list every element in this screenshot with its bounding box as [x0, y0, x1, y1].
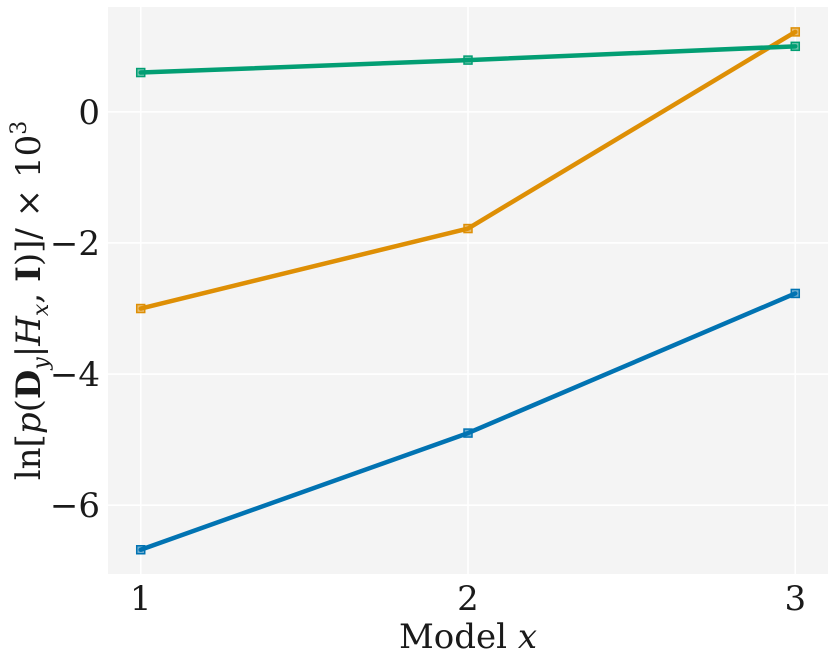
y-axis-label: ln[p(Dy|Hx, I)]/ × 103 — [7, 121, 54, 480]
y-tick-label: −2 — [50, 224, 100, 264]
x-axis-label-var: x — [518, 617, 537, 657]
series-1 — [135, 288, 801, 555]
data-point-marker — [463, 223, 473, 234]
data-point-marker — [790, 41, 801, 52]
data-point-marker — [463, 55, 473, 65]
y-tick-label: −6 — [50, 486, 100, 526]
data-point-marker — [463, 428, 473, 438]
x-tick-label: 2 — [457, 579, 479, 619]
y-tick-label: 0 — [78, 93, 100, 133]
data-point-marker — [790, 288, 801, 299]
x-axis-label: Model x — [399, 617, 537, 657]
x-axis-ticks: 1 2 3 — [130, 579, 806, 619]
data-point-marker — [790, 27, 801, 37]
series-3 — [135, 41, 801, 78]
x-axis-label-text: Model — [399, 617, 518, 657]
data-point-marker — [135, 544, 146, 555]
data-point-marker — [135, 303, 146, 314]
x-tick-label: 3 — [784, 579, 806, 619]
data-point-marker — [135, 67, 146, 78]
series-2 — [135, 27, 801, 314]
x-tick-label: 1 — [130, 579, 152, 619]
y-tick-label: −4 — [50, 355, 100, 395]
series-layer — [135, 27, 801, 555]
y-axis-ticks: −6 −4 −2 0 — [50, 93, 100, 526]
grid-lines — [108, 7, 828, 574]
